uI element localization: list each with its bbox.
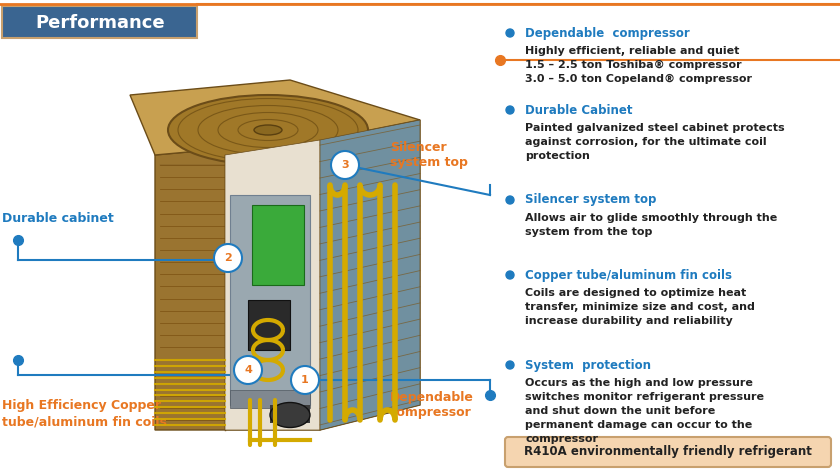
Text: Dependable  compressor: Dependable compressor <box>525 26 690 39</box>
Bar <box>252 205 304 285</box>
Circle shape <box>234 356 262 384</box>
Circle shape <box>506 271 514 279</box>
Text: Durable cabinet: Durable cabinet <box>2 212 113 225</box>
Text: switches monitor refrigerant pressure: switches monitor refrigerant pressure <box>525 392 764 402</box>
Text: against corrosion, for the ultimate coil: against corrosion, for the ultimate coil <box>525 137 767 147</box>
Polygon shape <box>225 140 320 430</box>
Circle shape <box>331 151 359 179</box>
Text: tube/aluminum fin coils: tube/aluminum fin coils <box>2 415 167 429</box>
Bar <box>248 300 290 350</box>
Ellipse shape <box>254 125 282 135</box>
Text: Coils are designed to optimize heat: Coils are designed to optimize heat <box>525 288 746 298</box>
FancyBboxPatch shape <box>2 6 197 38</box>
Circle shape <box>214 244 242 272</box>
Text: Highly efficient, reliable and quiet: Highly efficient, reliable and quiet <box>525 46 739 56</box>
Text: protection: protection <box>525 151 590 161</box>
Polygon shape <box>155 140 320 430</box>
Text: Silencer system top: Silencer system top <box>525 194 656 206</box>
Text: R410A environmentally friendly refrigerant: R410A environmentally friendly refrigera… <box>524 446 812 459</box>
Text: 1: 1 <box>301 375 309 385</box>
Text: 4: 4 <box>244 365 252 375</box>
Polygon shape <box>320 120 420 430</box>
Text: 3: 3 <box>341 160 349 170</box>
Circle shape <box>506 196 514 204</box>
Text: High Efficiency Copper: High Efficiency Copper <box>2 399 161 412</box>
Polygon shape <box>320 120 420 430</box>
Polygon shape <box>130 80 420 155</box>
Text: Durable Cabinet: Durable Cabinet <box>525 103 633 117</box>
Bar <box>270 405 310 423</box>
Text: transfer, minimize size and cost, and: transfer, minimize size and cost, and <box>525 302 755 312</box>
Text: Dependable
compressor: Dependable compressor <box>390 391 474 419</box>
Text: Painted galvanized steel cabinet protects: Painted galvanized steel cabinet protect… <box>525 123 785 133</box>
Text: 2: 2 <box>224 253 232 263</box>
Ellipse shape <box>270 402 310 428</box>
Circle shape <box>506 361 514 369</box>
Text: Occurs as the high and low pressure: Occurs as the high and low pressure <box>525 378 753 388</box>
Text: Performance: Performance <box>35 14 165 32</box>
Text: system from the top: system from the top <box>525 227 653 237</box>
Circle shape <box>291 366 319 394</box>
Circle shape <box>506 29 514 37</box>
Bar <box>230 195 310 405</box>
Text: and shut down the unit before: and shut down the unit before <box>525 406 715 416</box>
Text: 1.5 – 2.5 ton Toshiba® compressor: 1.5 – 2.5 ton Toshiba® compressor <box>525 60 742 70</box>
Text: Copper tube/aluminum fin coils: Copper tube/aluminum fin coils <box>525 268 732 282</box>
Text: 3.0 – 5.0 ton Copeland® compressor: 3.0 – 5.0 ton Copeland® compressor <box>525 74 752 84</box>
Ellipse shape <box>168 95 368 165</box>
Circle shape <box>506 106 514 114</box>
Text: compressor: compressor <box>525 434 598 444</box>
Text: System  protection: System protection <box>525 359 651 371</box>
Text: Silencer
system top: Silencer system top <box>390 141 468 169</box>
Text: increase durability and reliability: increase durability and reliability <box>525 316 732 326</box>
Text: permanent damage can occur to the: permanent damage can occur to the <box>525 420 753 430</box>
FancyBboxPatch shape <box>505 437 831 467</box>
Text: Allows air to glide smoothly through the: Allows air to glide smoothly through the <box>525 213 777 223</box>
Bar <box>230 390 310 408</box>
